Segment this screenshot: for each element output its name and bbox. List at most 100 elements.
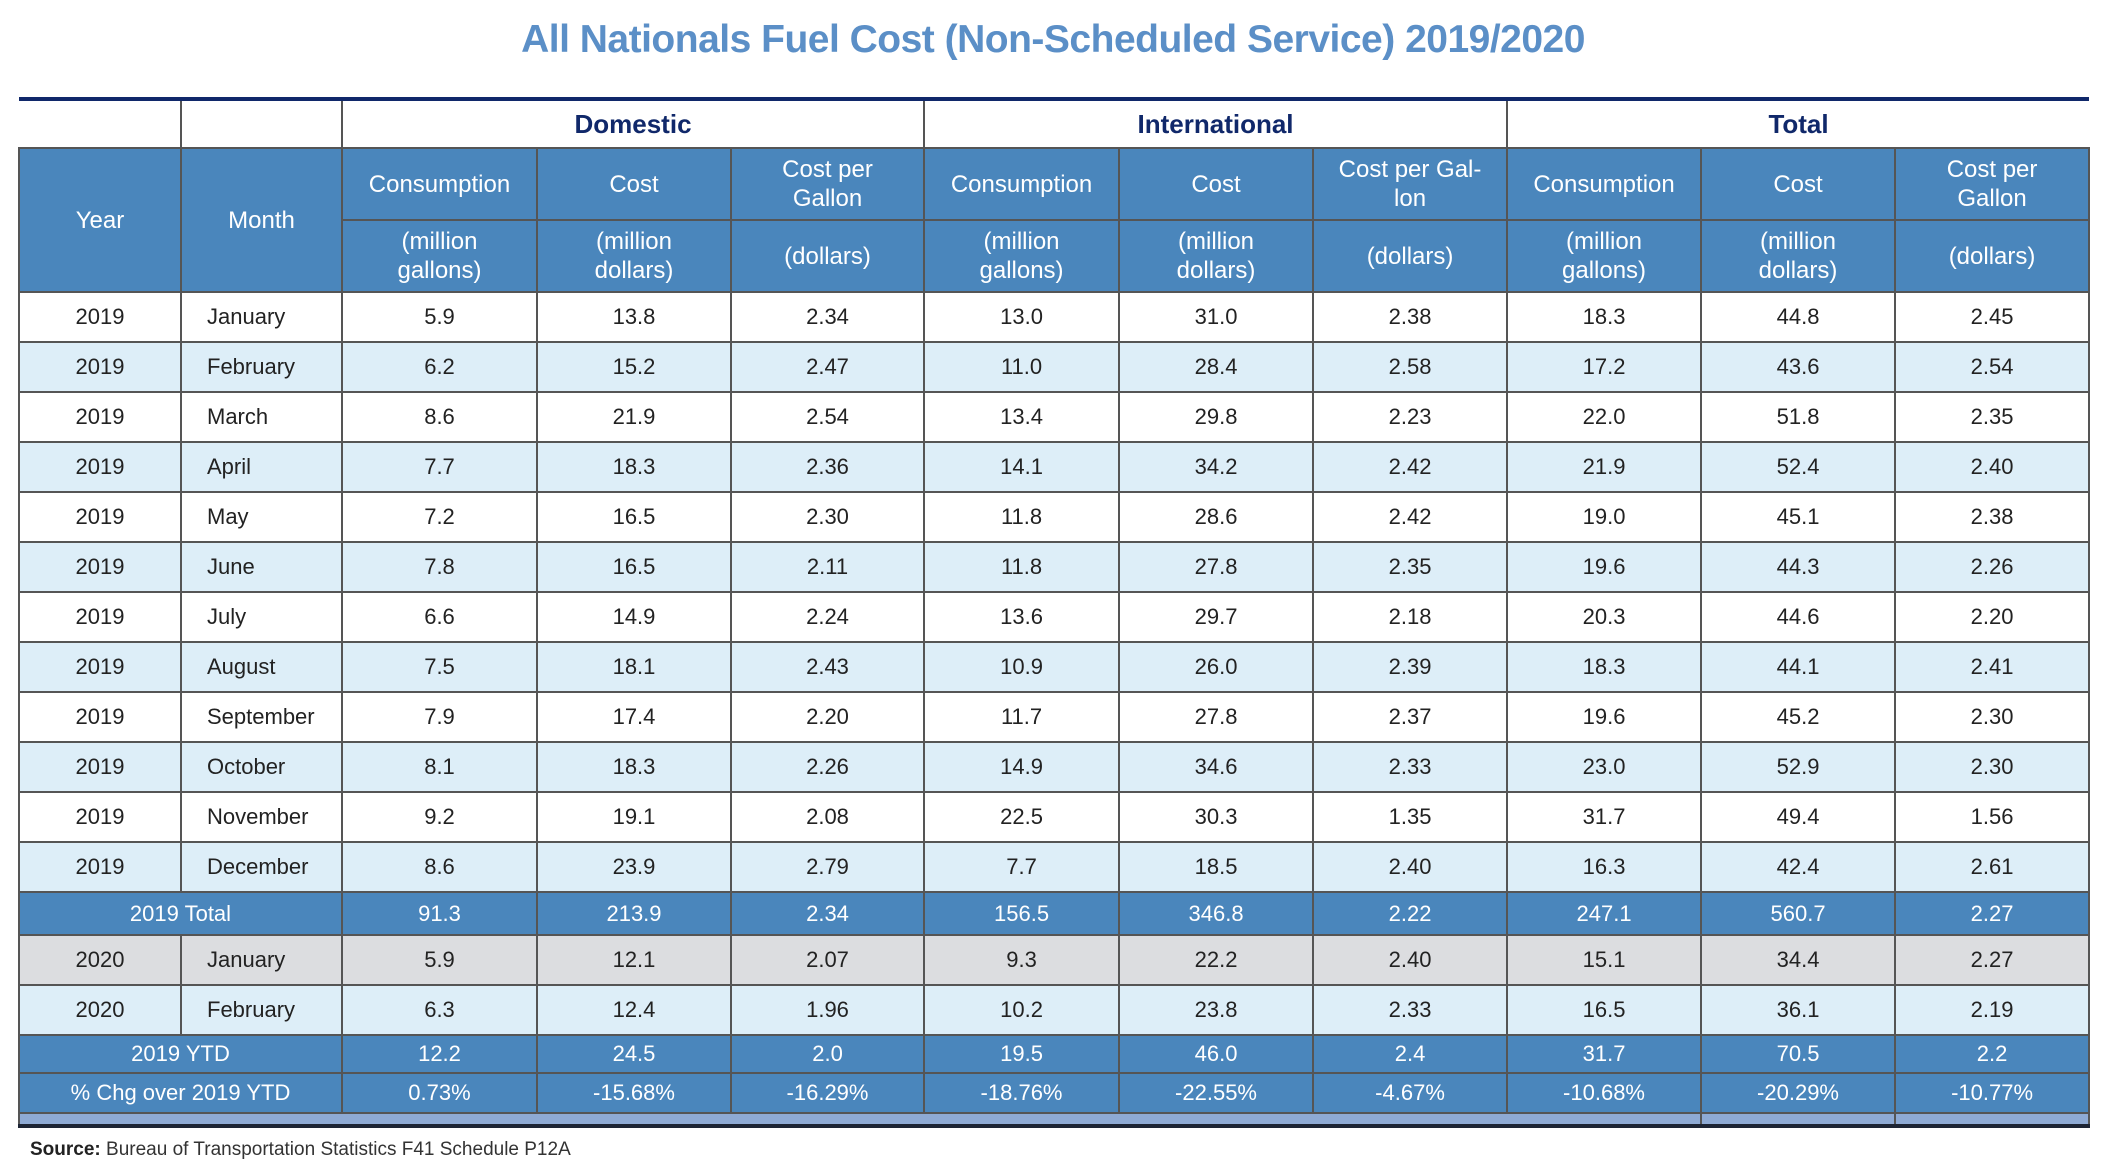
value-cell: 7.7 [923,841,1121,893]
source-text: Bureau of Transportation Statistics F41 … [106,1139,571,1160]
value-cell: 29.7 [1118,591,1315,643]
value-cell: 19.6 [1506,541,1703,593]
value-cell: -10.77% [1894,1072,2091,1114]
value-cell: 2.54 [729,391,926,443]
value-cell: -15.68% [536,1072,732,1114]
month-cell: December [180,841,343,893]
value-cell: 46.0 [1118,1034,1315,1074]
value-cell: 19.6 [1506,691,1703,743]
header-month: Month [180,147,343,293]
header-year: Year [18,147,182,293]
value-cell: 8.6 [341,841,538,893]
unit-international-cost: (million dollars) [1118,219,1315,293]
value-cell: 45.1 [1700,491,1897,543]
value-cell: 2.38 [1894,491,2091,543]
unit-domestic-cost: (million dollars) [536,219,732,293]
value-cell: 36.1 [1700,984,1897,1036]
value-cell: 9.3 [923,934,1121,986]
value-cell: 2.40 [1312,934,1509,986]
group-domestic: Domestic [340,98,926,149]
year-cell: 2019 [18,791,182,843]
value-cell: 16.5 [536,541,732,593]
value-cell: 24.5 [536,1034,732,1074]
year-cell: 2019 [18,841,182,893]
value-cell: 14.9 [923,741,1121,793]
header-domestic-cost: Cost [536,147,732,221]
value-cell: 2.07 [729,934,926,986]
header-international-cost: Cost [1118,147,1315,221]
value-cell: 7.5 [341,641,538,693]
value-cell: 16.3 [1506,841,1703,893]
value-cell: 6.2 [341,341,538,393]
header-total-cost-per-gallon: Cost per Gallon [1894,147,2091,221]
value-cell: 34.4 [1700,934,1897,986]
value-cell: 2.45 [1894,291,2091,343]
total-2019-row: 2019 Total 91.3 213.9 2.34 156.5 346.8 2.22 247… [18,891,2091,936]
value-cell: 22.0 [1506,391,1703,443]
month-cell: March [180,391,343,443]
value-cell: 23.8 [1118,984,1315,1036]
value-cell: 2.54 [1894,341,2091,393]
value-cell: 31.7 [1506,1034,1703,1074]
value-cell: 2.61 [1894,841,2091,893]
month-cell: July [180,591,343,643]
value-cell: 2.58 [1312,341,1509,393]
value-cell: 21.9 [536,391,732,443]
year-cell: 2019 [18,691,182,743]
year-cell: 2020 [18,984,182,1036]
header-domestic-consumption: Consumption [341,147,538,221]
value-cell: 14.1 [923,441,1121,493]
value-cell: 43.6 [1700,341,1897,393]
group-total: Total [1506,98,2090,149]
value-cell: 2.0 [729,1034,926,1074]
value-cell: 27.8 [1118,541,1315,593]
value-cell: 7.7 [341,441,538,493]
value-cell: 2.26 [729,741,926,793]
value-cell: 2.30 [1894,741,2091,793]
month-cell: January [180,291,343,343]
value-cell: 2.20 [729,691,926,743]
blank-cell [19,98,182,149]
value-cell: 2.38 [1312,291,1509,343]
value-cell: 18.3 [536,441,732,493]
table-row: 2019 April 7.7 18.3 2.36 14.1 34.2 2.42 21.9 52.4… [18,441,2091,493]
value-cell: 19.0 [1506,491,1703,543]
value-cell: 31.7 [1506,791,1703,843]
value-cell: 13.0 [923,291,1121,343]
row-label: % Chg over 2019 YTD [18,1072,343,1114]
value-cell: 16.5 [536,491,732,543]
value-cell: 2.33 [1312,741,1509,793]
group-international: International [923,98,1509,149]
value-cell: 2.36 [729,441,926,493]
table-row: 2019 February 6.2 15.2 2.47 11.0 28.4 2.58 17.2 4… [18,341,2091,393]
value-cell: 49.4 [1700,791,1897,843]
value-cell: 52.4 [1700,441,1897,493]
month-cell: August [180,641,343,693]
value-cell: 23.0 [1506,741,1703,793]
value-cell: 15.2 [536,341,732,393]
value-cell: -22.55% [1118,1072,1315,1114]
year-cell: 2019 [18,441,182,493]
value-cell: 19.1 [536,791,732,843]
value-cell: 11.8 [923,491,1121,543]
value-cell: 17.4 [536,691,732,743]
year-cell: 2019 [18,541,182,593]
month-cell: May [180,491,343,543]
value-cell: 18.3 [536,741,732,793]
value-cell: 5.9 [341,291,538,343]
value-cell: 2.35 [1894,391,2091,443]
year-cell: 2019 [18,591,182,643]
value-cell: 44.3 [1700,541,1897,593]
value-cell: 2.11 [729,541,926,593]
source-note: Source: Bureau of Transportation Statist… [30,1139,571,1161]
year-cell: 2019 [18,291,182,343]
value-cell: 26.0 [1118,641,1315,693]
value-cell: 13.8 [536,291,732,343]
value-cell: 44.6 [1700,591,1897,643]
value-cell: 2.27 [1894,934,2091,986]
strip-cell [1894,1112,2091,1127]
value-cell: 44.1 [1700,641,1897,693]
value-cell: 2.39 [1312,641,1509,693]
unit-domestic-consumption: (million gallons) [341,219,538,293]
header-international-consumption: Consumption [923,147,1121,221]
